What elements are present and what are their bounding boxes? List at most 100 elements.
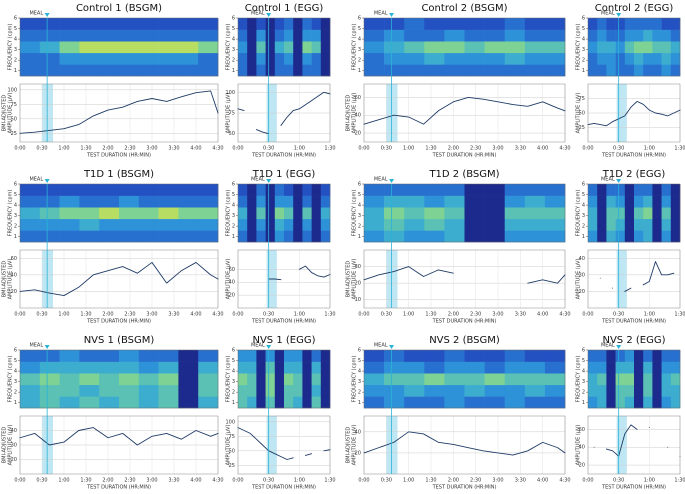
spectrogram-cell xyxy=(138,64,159,77)
meal-marker xyxy=(266,345,272,349)
spectrogram-cell xyxy=(119,52,140,65)
y-tick-label: 6 xyxy=(582,348,585,354)
y-tick-label: 2 xyxy=(358,58,361,64)
x-axis-label: TEST DURATION (HR:MIN) xyxy=(432,319,497,325)
spectrogram-cell xyxy=(504,64,526,77)
spectrogram-cell xyxy=(661,52,672,65)
spectrogram-cell xyxy=(119,218,140,231)
spectrogram-cell xyxy=(293,184,303,196)
spectrogram-cell xyxy=(302,218,312,231)
spectrogram-cell xyxy=(302,384,312,397)
spectrogram-cell xyxy=(615,384,626,397)
spectrogram-cell xyxy=(302,184,312,196)
amplitude-line xyxy=(363,96,566,125)
spectrogram-cell xyxy=(524,361,546,374)
spectrogram-cell xyxy=(138,184,159,196)
spectrogram-cell xyxy=(158,52,179,65)
spectrogram-cell xyxy=(39,373,60,386)
spectrogram-cell xyxy=(384,218,405,231)
y-tick-label: 25 xyxy=(11,131,17,137)
meal-label: MEAL xyxy=(29,343,43,349)
x-tick-label: 1:30 xyxy=(425,478,436,484)
y-tick-label: 40 xyxy=(355,429,361,435)
x-tick-label: 2:30 xyxy=(470,312,481,318)
spectrogram-cell xyxy=(198,184,219,196)
spectrogram-cell xyxy=(247,230,257,243)
spectrogram-cell xyxy=(634,373,644,386)
spectrogram-cell xyxy=(384,396,405,409)
spectrogram-cell xyxy=(138,396,159,409)
spectrogram-cell xyxy=(311,350,322,362)
spectrogram-cell xyxy=(643,218,653,231)
x-tick-label: 3:00 xyxy=(492,478,503,484)
y-axis-label: AMPLITUDE (μV) xyxy=(352,93,358,134)
spectrogram-cell xyxy=(588,350,598,362)
amplitude-frame xyxy=(587,83,681,143)
spectrogram-cell xyxy=(119,207,140,220)
spectrogram-cell xyxy=(247,350,257,362)
spectrogram-cell xyxy=(615,41,626,54)
y-tick-label: 3 xyxy=(232,379,235,385)
spectrogram-cell xyxy=(606,195,616,208)
spectrogram-cell xyxy=(320,218,331,231)
spectrogram-cell xyxy=(606,207,616,220)
spectrogram-cell xyxy=(20,218,41,231)
spectrogram-cell xyxy=(544,18,566,30)
spectrogram-cell xyxy=(364,384,385,397)
spectrogram-cell xyxy=(661,373,672,386)
spectrogram-cell xyxy=(293,41,303,54)
spectrogram-cell xyxy=(643,64,653,77)
spectrogram-frame xyxy=(363,349,566,409)
spectrogram-cell xyxy=(198,361,219,374)
spectrogram-cell xyxy=(274,184,285,196)
y-tick-label: 75 xyxy=(11,102,17,108)
y-axis-label: AMPLITUDE (μV) xyxy=(8,93,14,134)
spectrogram-cell xyxy=(158,384,179,397)
x-tick-label: 0:30 xyxy=(263,312,274,318)
spectrogram-cell xyxy=(615,18,626,30)
spectrogram-cell xyxy=(284,230,294,243)
spectrogram-cell xyxy=(588,396,598,409)
spectrogram-cell xyxy=(424,52,445,65)
y-tick-label: 5 xyxy=(582,358,585,364)
spectrogram-cell xyxy=(634,230,644,243)
x-tick-label: 2:00 xyxy=(448,146,459,152)
spectrogram-cell xyxy=(652,184,662,196)
spectrogram-cell xyxy=(624,41,635,54)
y-tick-label: 2 xyxy=(358,390,361,396)
spectrogram-cell xyxy=(238,29,248,42)
meal-marker xyxy=(44,345,50,349)
spectrogram-cell xyxy=(302,361,312,374)
y-tick-label: 100 xyxy=(7,87,17,93)
y-tick-label: 1 xyxy=(232,68,235,74)
spectrogram-cell xyxy=(247,384,257,397)
x-tick-label: 1:30 xyxy=(324,146,335,152)
spectrogram-cell xyxy=(238,350,248,362)
spectrogram-cell xyxy=(670,184,681,196)
spectrogram-cell xyxy=(274,207,285,220)
spectrogram-cell xyxy=(615,350,626,362)
spectrogram-cell xyxy=(634,396,644,409)
spectrogram-cell xyxy=(238,361,248,374)
spectrogram-cell xyxy=(464,384,485,397)
y-tick-label: 20 xyxy=(579,463,585,469)
y-axis-label: AMPLITUDE (μV) xyxy=(576,259,582,300)
y-axis-label: FREQUENCY (cpm) xyxy=(8,24,14,71)
spectrogram-cell xyxy=(444,361,465,374)
spectrogram-cell xyxy=(364,361,385,374)
spectrogram-cell xyxy=(484,230,505,243)
spectrogram-cell xyxy=(670,195,681,208)
spectrogram-cell xyxy=(311,373,322,386)
spectrogram-cell xyxy=(293,373,303,386)
x-axis-label: TEST DURATION (HR:MIN) xyxy=(432,485,497,491)
y-tick-label: 1 xyxy=(358,234,361,240)
highlight-band xyxy=(266,416,277,474)
spectrogram-cell xyxy=(238,64,248,77)
x-axis-label: TEST DURATION (HR:MIN) xyxy=(251,153,316,159)
spectrogram-cell xyxy=(634,361,644,374)
spectrogram-cell xyxy=(424,184,445,196)
spectrogram-cell xyxy=(624,350,635,362)
spectrogram-cell xyxy=(484,52,505,65)
x-tick-label: 3:00 xyxy=(492,312,503,318)
x-tick-label: 4:30 xyxy=(559,478,570,484)
